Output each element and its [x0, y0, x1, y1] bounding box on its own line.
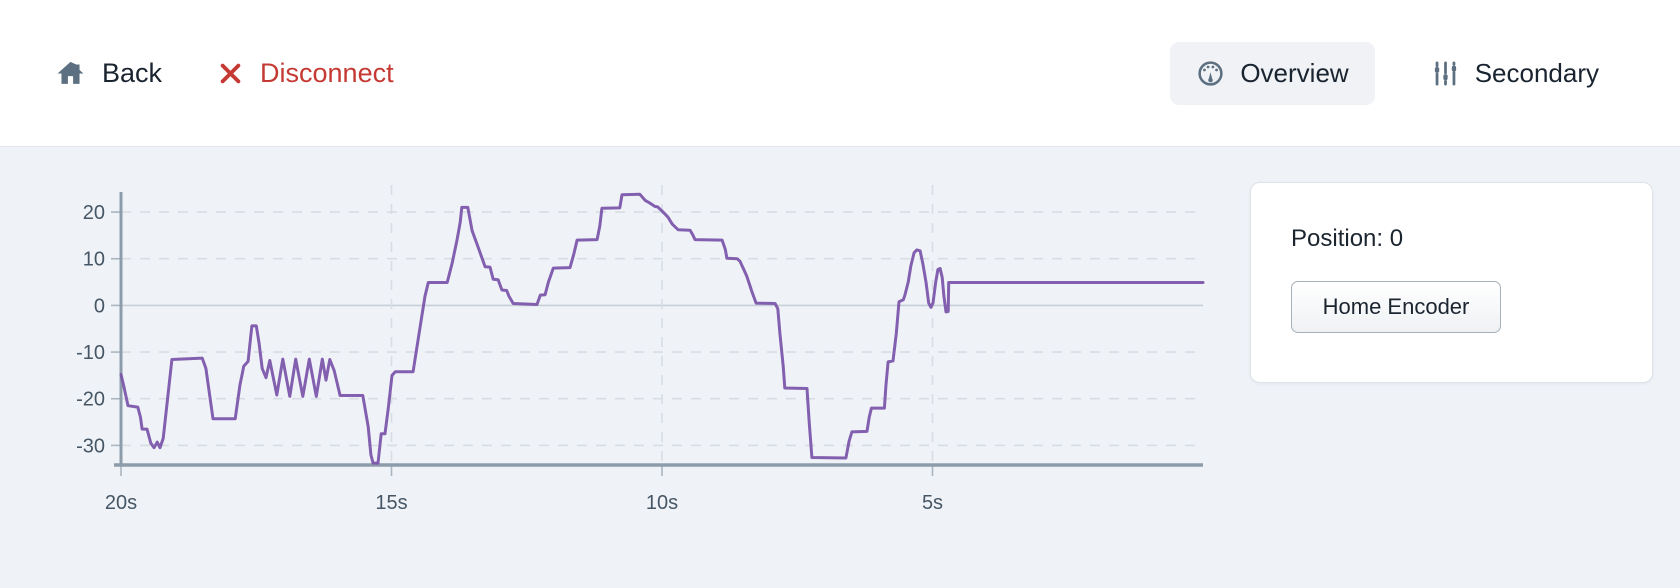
- gauge-icon: [1196, 59, 1225, 88]
- header-tabs: Overview Secondary: [1170, 41, 1625, 105]
- position-chart: 20 10 0 -10 -20 -30 20s 15s 10s 5s: [76, 185, 1205, 514]
- back-button[interactable]: Back: [55, 58, 162, 89]
- svg-text:20: 20: [83, 202, 105, 224]
- position-label: Position:: [1291, 225, 1384, 252]
- svg-text:10s: 10s: [646, 492, 678, 514]
- back-label: Back: [102, 57, 163, 88]
- home-encoder-button[interactable]: Home Encoder: [1291, 281, 1501, 333]
- tab-overview-label: Overview: [1240, 57, 1349, 88]
- position-value: 0: [1389, 225, 1404, 252]
- close-x-icon: [217, 60, 244, 87]
- position-card: Position: 0 Home Encoder: [1250, 182, 1653, 383]
- sliders-icon: [1431, 59, 1460, 88]
- svg-text:-20: -20: [76, 389, 105, 411]
- position-readout: Position: 0: [1291, 225, 1612, 253]
- svg-text:-10: -10: [76, 342, 105, 364]
- tab-secondary[interactable]: Secondary: [1405, 42, 1625, 105]
- svg-text:5s: 5s: [922, 492, 943, 514]
- header-left: Back Disconnect: [55, 58, 394, 89]
- chart-area: 20 10 0 -10 -20 -30 20s 15s 10s 5s: [55, 155, 1205, 520]
- home-icon: [55, 58, 86, 89]
- svg-text:10: 10: [83, 249, 105, 271]
- svg-text:0: 0: [94, 295, 105, 317]
- svg-text:15s: 15s: [375, 492, 407, 514]
- header-bar: Back Disconnect O: [0, 0, 1680, 147]
- svg-text:-30: -30: [76, 435, 105, 457]
- tab-overview[interactable]: Overview: [1170, 41, 1375, 105]
- disconnect-button[interactable]: Disconnect: [217, 58, 394, 89]
- svg-text:20s: 20s: [105, 492, 137, 514]
- disconnect-label: Disconnect: [260, 57, 394, 88]
- tab-secondary-label: Secondary: [1474, 57, 1599, 88]
